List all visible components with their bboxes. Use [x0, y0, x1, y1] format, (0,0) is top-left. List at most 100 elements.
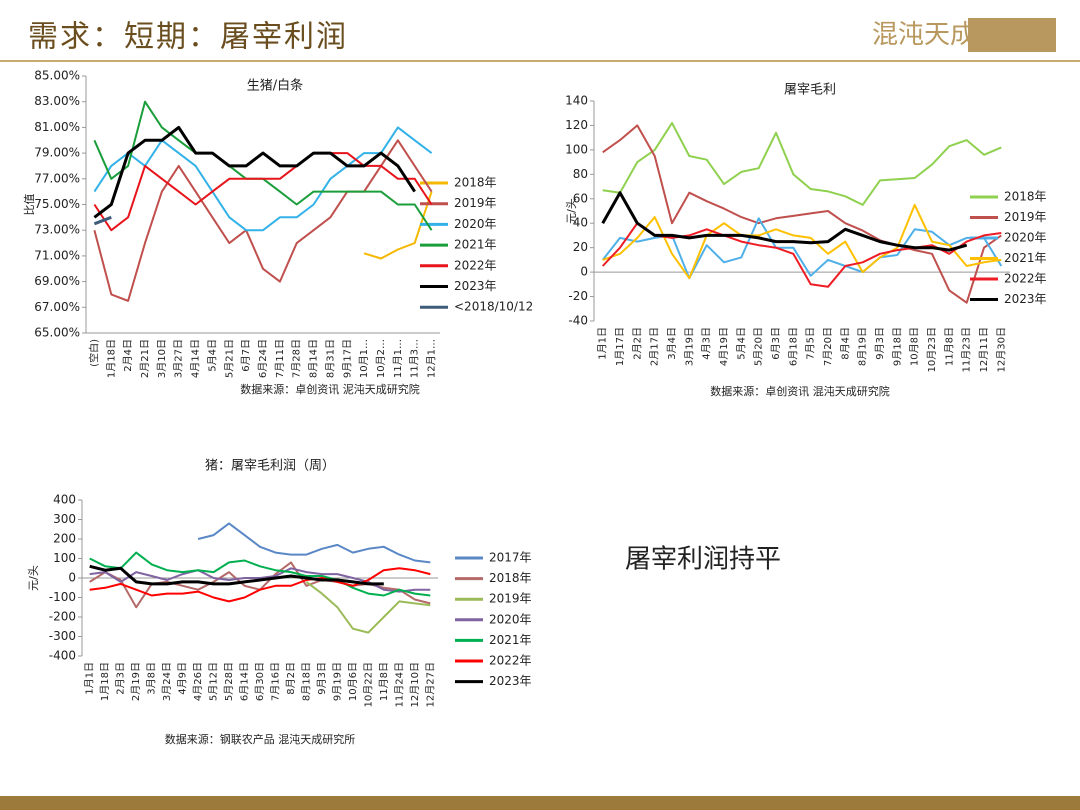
x-tick-label: 6月30日 [254, 662, 266, 701]
x-tick-label: 12月1… [426, 339, 438, 378]
x-tick-label: 10月8日 [909, 327, 921, 366]
y-tick-label: 67.00% [34, 300, 80, 314]
legend-label: 2020年 [454, 217, 497, 231]
x-tick-label: 7月5日 [805, 327, 817, 360]
x-tick-label: 5月4日 [735, 327, 747, 360]
x-tick-label: 4月19日 [718, 327, 730, 366]
x-tick-label: 3月27日 [173, 339, 185, 378]
logo: 混沌天成研究院 [872, 20, 1054, 50]
y-tick-label: 0 [68, 571, 76, 585]
series-line [93, 125, 416, 219]
x-tick-label: 7月20日 [822, 327, 834, 366]
legend-label: <2018/10/12 [454, 300, 533, 314]
x-tick-label: 7月16日 [269, 662, 281, 701]
x-tick-label: 6月7日 [240, 339, 252, 372]
series-line [93, 139, 433, 302]
series-line [89, 564, 384, 586]
x-tick-label: 12月11日 [978, 327, 990, 372]
y-tick-label: 71.00% [34, 248, 80, 262]
logo-box [968, 18, 1056, 52]
x-tick-label: 4月3日 [701, 327, 713, 360]
x-tick-label: 11月8日 [378, 662, 390, 701]
series-line [602, 124, 1002, 304]
legend-label: 2021年 [454, 238, 497, 252]
x-tick-label: 4月14日 [190, 339, 202, 378]
y-tick-label: 80 [573, 167, 588, 181]
legend-label: 2020年 [1004, 231, 1047, 245]
x-tick-label: 1月1日 [597, 327, 609, 360]
x-tick-label: 11月1… [392, 339, 404, 378]
series-line [93, 215, 112, 226]
y-tick-label: -20 [568, 289, 588, 303]
series-line [89, 567, 431, 603]
x-tick-label: 3月4日 [666, 327, 678, 360]
legend-label: 2022年 [1004, 272, 1047, 286]
y-tick-label: 400 [53, 493, 76, 507]
x-tick-label: 3月10日 [156, 339, 168, 378]
legend-label: 2018年 [489, 571, 532, 585]
chart-title: 猪：屠宰毛利润（周） [205, 458, 335, 474]
y-tick-label: 81.00% [34, 120, 80, 134]
x-tick-label: 1月17日 [614, 327, 626, 366]
legend-label: 2019年 [1004, 210, 1047, 224]
note: 屠宰利润持平 [625, 545, 781, 575]
y-tick-label: 200 [53, 532, 76, 546]
y-tick-label: 0 [580, 265, 588, 279]
x-tick-label: 6月24日 [257, 339, 269, 378]
x-tick-label: 9月19日 [331, 662, 343, 701]
x-tick-label: 3月19日 [683, 327, 695, 366]
legend-label: 2020年 [489, 612, 532, 626]
x-tick-label: 1月18日 [105, 339, 117, 378]
y-tick-label: -100 [49, 590, 76, 604]
x-tick-label: 9月3日 [874, 327, 886, 360]
x-tick-label: 2月21日 [139, 339, 151, 378]
series-line [602, 122, 1002, 206]
x-tick-label: 8月14日 [308, 339, 320, 378]
legend-label: 2023年 [489, 674, 532, 688]
series-line [93, 152, 433, 232]
y-tick-label: -300 [49, 629, 76, 643]
y-tick-label: 120 [565, 118, 588, 132]
y-axis-label: 比值 [23, 194, 36, 216]
y-tick-label: 73.00% [34, 223, 80, 237]
x-tick-label: 3月24日 [161, 662, 173, 701]
x-tick-label: 11月23日 [961, 327, 973, 372]
x-tick-label: 6月14日 [239, 662, 251, 701]
source: 数据来源：卓创资讯 混沌天成研究院 [710, 384, 890, 398]
legend-label: 2018年 [1004, 190, 1047, 204]
x-tick-label: 11月24日 [393, 662, 405, 707]
x-tick-label: 11月8日 [943, 327, 955, 366]
x-tick-label: 4月26日 [192, 662, 204, 701]
y-tick-label: -40 [568, 314, 588, 328]
y-tick-label: 40 [573, 216, 588, 230]
y-tick-label: 83.00% [34, 94, 80, 108]
legend-label: 2019年 [454, 196, 497, 210]
y-tick-label: 20 [573, 240, 588, 254]
x-tick-label: 4月9日 [177, 662, 189, 695]
x-tick-label: 8月18日 [300, 662, 312, 701]
x-tick-label: 7月28日 [291, 339, 303, 378]
y-tick-label: 75.00% [34, 197, 80, 211]
y-tick-label: 300 [53, 512, 76, 526]
x-tick-label: 9月17日 [341, 339, 353, 378]
y-tick-label: 60 [573, 191, 588, 205]
legend-label: 2021年 [489, 633, 532, 647]
legend-label: 2021年 [1004, 251, 1047, 265]
header-rule [0, 60, 1080, 62]
footer-band [0, 796, 1080, 810]
x-tick-label: 2月4日 [122, 339, 134, 372]
x-tick-label: 5月21日 [223, 339, 235, 378]
x-tick-label: 10月6日 [347, 662, 359, 701]
x-tick-label: 10月22日 [362, 662, 374, 707]
y-tick-label: -200 [49, 610, 76, 624]
x-tick-label: 7月11日 [274, 339, 286, 378]
y-axis-label: 元/头 [565, 198, 578, 224]
chart-title: 生猪/白条 [247, 78, 303, 94]
x-tick-label: 1月18日 [99, 662, 111, 701]
x-tick-label: 12月10日 [409, 662, 421, 707]
x-tick-label: 8月31日 [324, 339, 336, 378]
x-tick-label: 10月2… [375, 339, 387, 378]
x-tick-label: 6月18日 [787, 327, 799, 366]
x-tick-label: 5月12日 [208, 662, 220, 701]
